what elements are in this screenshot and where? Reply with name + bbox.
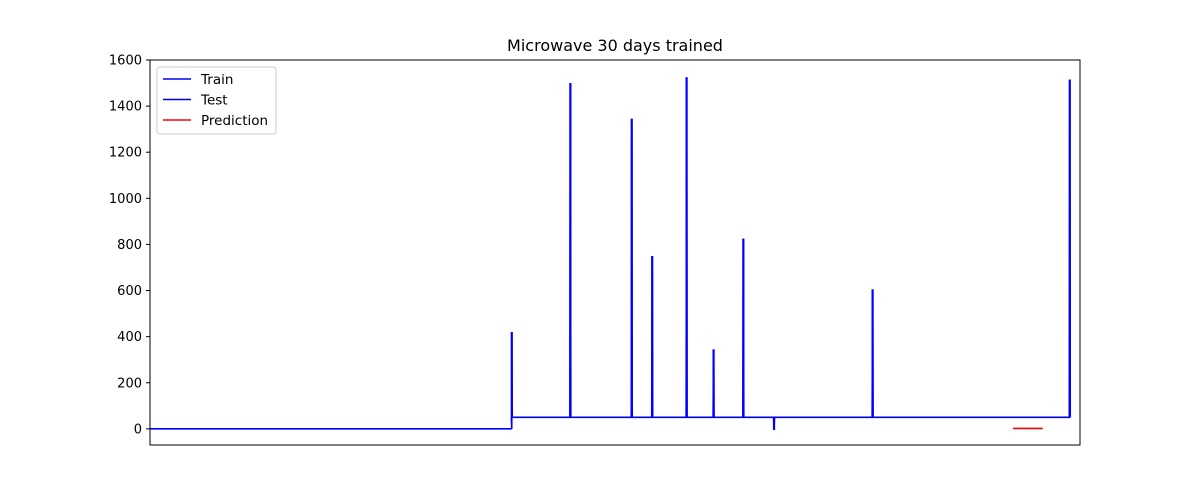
legend-label-test: Test	[200, 93, 228, 109]
legend-box	[156, 66, 277, 135]
y-tick-label-200: 200	[117, 376, 142, 391]
y-tick-label-600: 600	[117, 284, 142, 299]
legend-label-train: Train	[200, 72, 233, 88]
y-tick-label-1400: 1400	[109, 100, 142, 115]
chart-title: Microwave 30 days trained	[507, 36, 723, 55]
y-tick-label-1200: 1200	[109, 146, 142, 161]
y-tick-label-800: 800	[117, 238, 142, 253]
legend: Train Test Prediction	[156, 66, 277, 135]
y-tick-label-1000: 1000	[109, 192, 142, 207]
series-test-line	[510, 77, 1072, 431]
data-layer	[150, 77, 1072, 431]
axes-frame	[149, 59, 1081, 446]
y-tick-label-0: 0	[134, 422, 142, 437]
y-tick-label-1600: 1600	[109, 54, 142, 69]
axes-layer: 0 200 400 600 800 1000 1200 1400 1600	[109, 54, 1081, 446]
legend-label-prediction: Prediction	[201, 113, 268, 129]
y-tick-label-400: 400	[117, 330, 142, 345]
